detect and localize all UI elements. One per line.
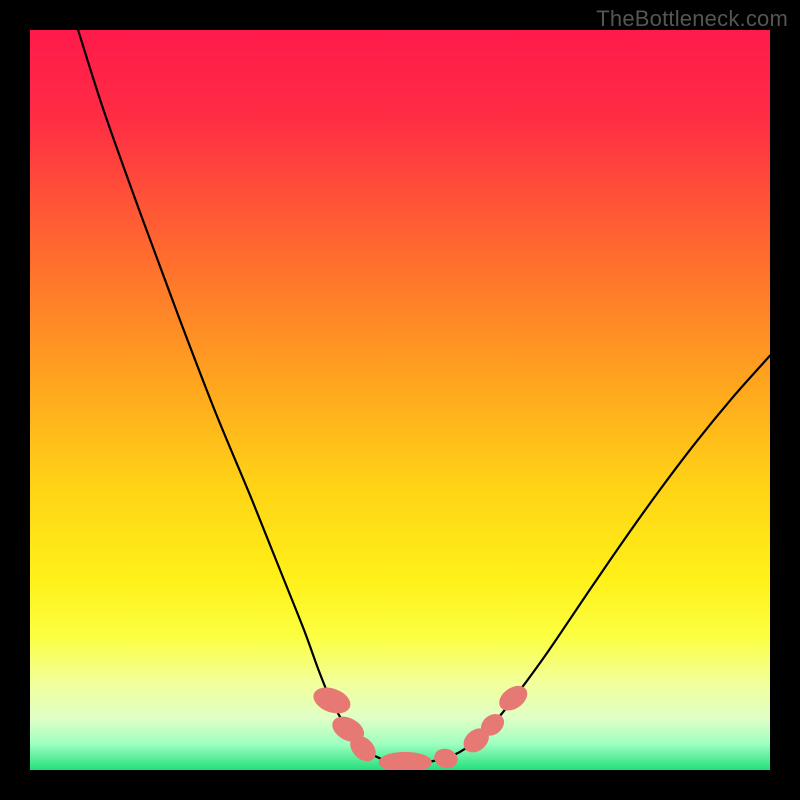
gradient-background [30,30,770,770]
plot-area [30,30,770,770]
watermark-text: TheBottleneck.com [596,6,788,32]
bottleneck-chart-svg [30,30,770,770]
